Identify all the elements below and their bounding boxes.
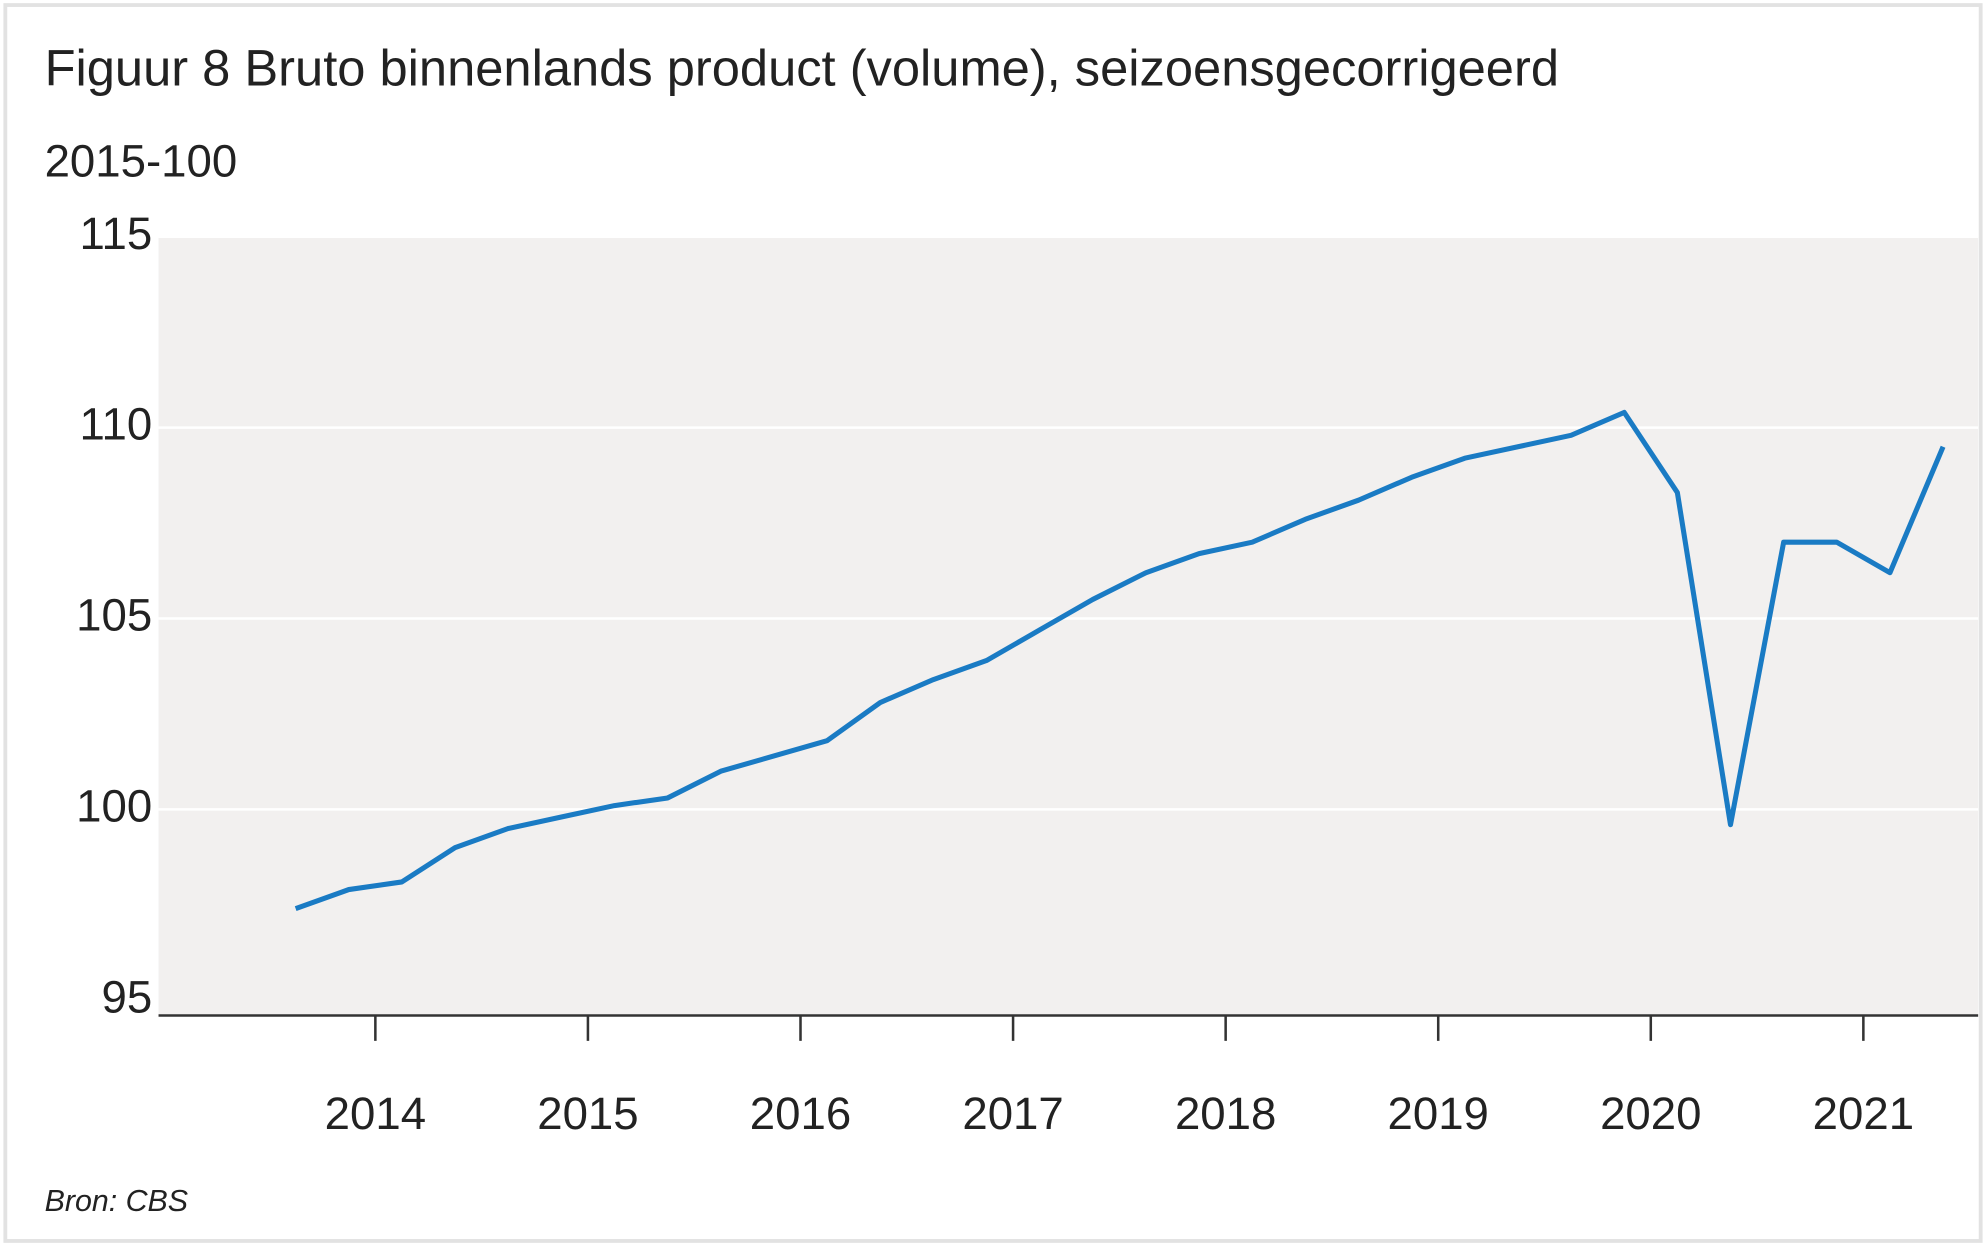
data-line [294,409,1946,912]
y-tick-label: 100 [76,780,152,831]
x-tick-label: 2019 [1388,1088,1489,1139]
x-tick-label: 2015 [537,1088,638,1139]
y-tick-label: 105 [76,590,152,641]
source: Bron: CBS [45,1184,189,1218]
x-tick-label: 2021 [1813,1088,1914,1139]
x-tick-label: 2020 [1600,1088,1701,1139]
chart-title: Figuur 8 Bruto binnenlands product (volu… [45,40,1559,97]
x-tick-label: 2014 [325,1088,426,1139]
y-tick-label: 115 [80,208,153,259]
plot-area [158,236,1979,1016]
x-tick-label: 2017 [962,1088,1063,1139]
y-tick-label: 95 [102,971,153,1022]
x-tick-label: 2016 [750,1088,851,1139]
x-tick-label: 2018 [1175,1088,1276,1139]
y-tick-label: 110 [80,399,153,450]
chart-subtitle: 2015-100 [45,136,238,187]
